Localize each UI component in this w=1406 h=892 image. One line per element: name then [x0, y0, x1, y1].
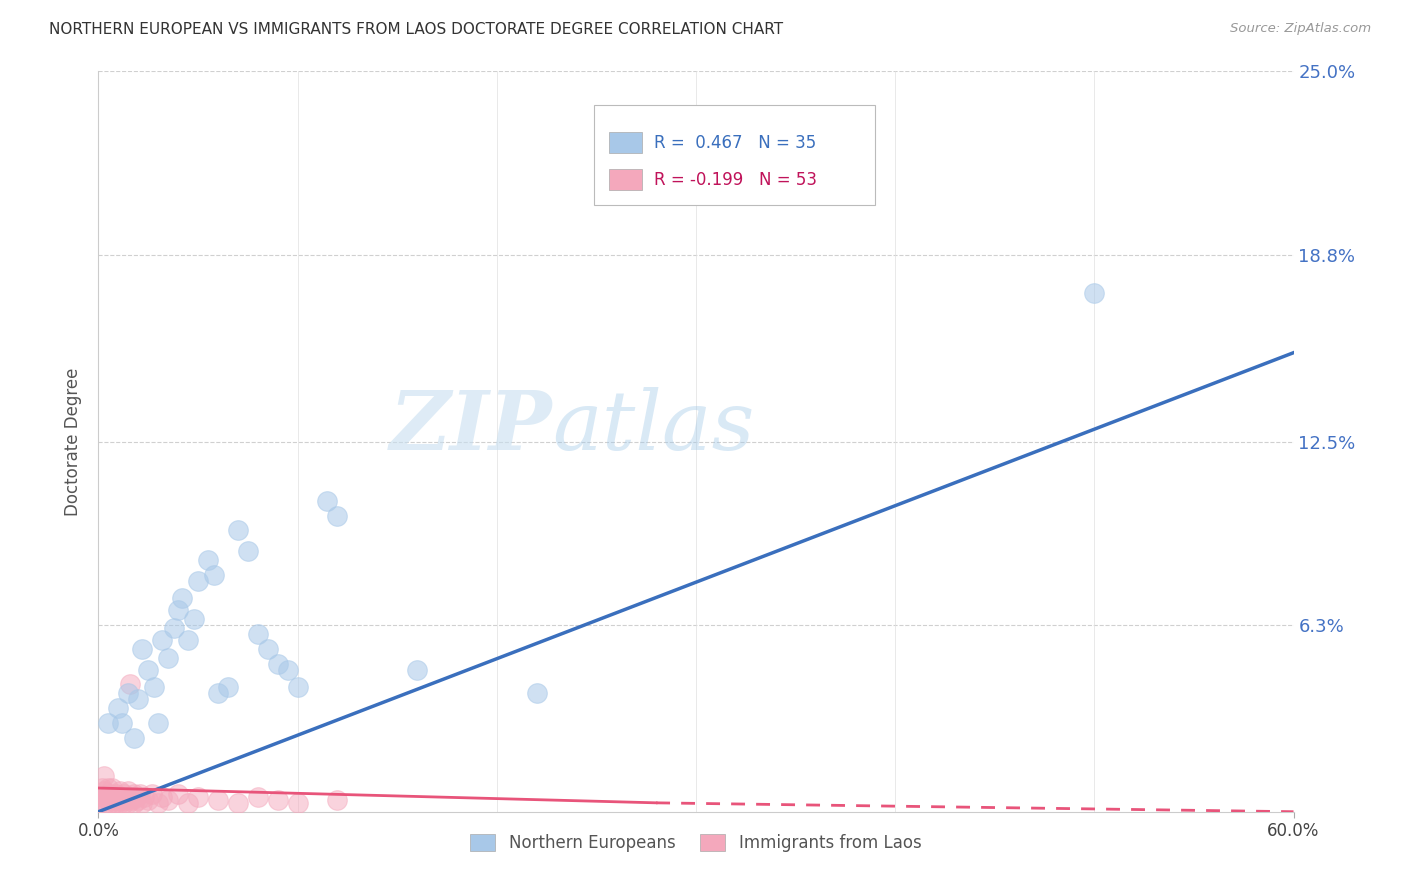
- Point: [131, 796, 153, 810]
- Point: [246, 789, 269, 804]
- Point: [101, 789, 124, 804]
- Legend: Northern Europeans, Immigrants from Laos: Northern Europeans, Immigrants from Laos: [464, 828, 928, 859]
- Point: [326, 508, 349, 523]
- Y-axis label: Doctorate Degree: Doctorate Degree: [65, 368, 83, 516]
- Point: [143, 681, 166, 695]
- Point: [97, 715, 120, 730]
- Point: [316, 493, 339, 508]
- Point: [287, 681, 309, 695]
- Point: [111, 789, 134, 804]
- Point: [111, 793, 134, 807]
- FancyBboxPatch shape: [609, 132, 643, 153]
- Point: [93, 793, 115, 807]
- Point: [246, 627, 269, 641]
- Point: [91, 789, 114, 804]
- Point: [111, 715, 134, 730]
- Point: [177, 632, 200, 647]
- Point: [167, 787, 190, 801]
- Point: [236, 544, 259, 558]
- Point: [131, 641, 153, 656]
- Point: [124, 731, 146, 745]
- Point: [326, 793, 349, 807]
- Point: [177, 796, 200, 810]
- Point: [112, 787, 135, 801]
- Point: [107, 789, 129, 804]
- Point: [127, 793, 149, 807]
- Point: [1083, 286, 1105, 301]
- Point: [101, 780, 124, 795]
- Point: [125, 789, 148, 804]
- Point: [197, 553, 219, 567]
- Point: [148, 796, 170, 810]
- Point: [150, 789, 173, 804]
- Point: [112, 796, 135, 810]
- Point: [157, 650, 180, 665]
- FancyBboxPatch shape: [595, 104, 875, 204]
- Point: [217, 681, 239, 695]
- Point: [115, 793, 138, 807]
- Point: [134, 789, 156, 804]
- Point: [107, 793, 129, 807]
- Point: [96, 789, 118, 804]
- Point: [207, 793, 229, 807]
- Point: [103, 796, 125, 810]
- Point: [167, 603, 190, 617]
- Point: [110, 784, 132, 798]
- Point: [120, 789, 142, 804]
- Point: [117, 784, 139, 798]
- Point: [93, 769, 115, 783]
- Point: [136, 793, 159, 807]
- Point: [187, 574, 209, 588]
- Point: [120, 677, 142, 691]
- Point: [96, 796, 118, 810]
- Point: [172, 591, 194, 606]
- Point: [98, 787, 122, 801]
- Point: [89, 796, 111, 810]
- Point: [148, 715, 170, 730]
- Point: [98, 796, 122, 810]
- Point: [97, 780, 120, 795]
- Point: [93, 784, 115, 798]
- Point: [157, 793, 180, 807]
- Point: [202, 567, 225, 582]
- Point: [129, 787, 152, 801]
- Text: ZIP: ZIP: [389, 387, 553, 467]
- Point: [256, 641, 278, 656]
- Text: NORTHERN EUROPEAN VS IMMIGRANTS FROM LAOS DOCTORATE DEGREE CORRELATION CHART: NORTHERN EUROPEAN VS IMMIGRANTS FROM LAO…: [49, 22, 783, 37]
- Point: [226, 524, 249, 538]
- Point: [107, 701, 129, 715]
- Point: [105, 796, 128, 810]
- Point: [187, 789, 209, 804]
- Point: [91, 780, 114, 795]
- Point: [526, 686, 548, 700]
- Point: [267, 793, 290, 807]
- Point: [103, 793, 125, 807]
- Point: [127, 692, 149, 706]
- Point: [163, 621, 186, 635]
- Point: [406, 663, 429, 677]
- Point: [267, 657, 290, 671]
- Point: [226, 796, 249, 810]
- Point: [105, 787, 128, 801]
- Point: [287, 796, 309, 810]
- Text: atlas: atlas: [553, 387, 755, 467]
- Point: [124, 787, 146, 801]
- Point: [626, 123, 648, 137]
- Text: Source: ZipAtlas.com: Source: ZipAtlas.com: [1230, 22, 1371, 36]
- Point: [141, 787, 163, 801]
- Point: [97, 793, 120, 807]
- Point: [277, 663, 299, 677]
- Point: [117, 796, 139, 810]
- Text: R = -0.199   N = 53: R = -0.199 N = 53: [654, 170, 817, 188]
- Text: R =  0.467   N = 35: R = 0.467 N = 35: [654, 134, 817, 152]
- Point: [117, 686, 139, 700]
- Point: [150, 632, 173, 647]
- Point: [183, 612, 205, 626]
- Point: [207, 686, 229, 700]
- Point: [110, 796, 132, 810]
- Point: [136, 663, 159, 677]
- Point: [121, 793, 143, 807]
- FancyBboxPatch shape: [609, 169, 643, 190]
- Point: [124, 796, 146, 810]
